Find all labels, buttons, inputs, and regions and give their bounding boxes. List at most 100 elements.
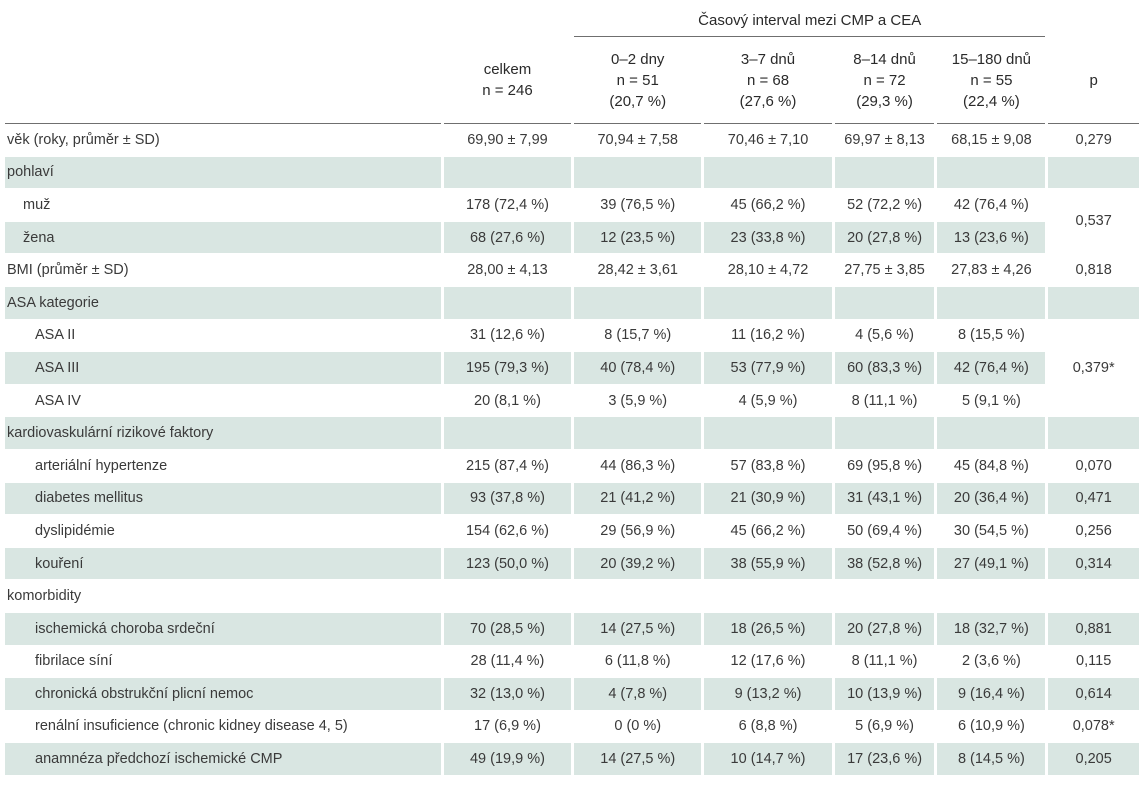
col-header-15-180: 15–180 dnů n = 55 (22,4 %) (937, 37, 1046, 124)
cell-value: 6 (10,9 %) (937, 711, 1046, 744)
table-row: kardiovaskulární rizikové faktory (5, 417, 1139, 450)
cell-value: 5 (6,9 %) (834, 711, 935, 744)
col-header-line: 0–2 dny (611, 50, 665, 68)
table-row: věk (roky, průměr ± SD) 69,90 ± 7,99 70,… (5, 124, 1139, 157)
cell-value: 154 (62,6 %) (443, 515, 572, 548)
row-label: diabetes mellitus (5, 482, 441, 516)
col-header-line: n = 55 (970, 71, 1013, 89)
cell-value: 28,00 ± 4,13 (443, 254, 572, 287)
cell-value (704, 417, 832, 450)
cell-value: 53 (77,9 %) (704, 352, 832, 385)
table-row: ASA IV 20 (8,1 %) 3 (5,9 %) 4 (5,9 %) 8 … (5, 385, 1139, 418)
cell-value: 69,97 ± 8,13 (834, 124, 935, 157)
cell-value: 28 (11,4 %) (443, 646, 572, 679)
cell-value: 10 (13,9 %) (834, 678, 935, 711)
cell-value: 27,75 ± 3,85 (834, 254, 935, 287)
cell-value: 2 (3,6 %) (937, 646, 1046, 679)
row-label: ASA II (5, 320, 441, 353)
cell-value: 14 (27,5 %) (574, 612, 702, 646)
cell-value: 27,83 ± 4,26 (937, 254, 1046, 287)
cell-value: 9 (13,2 %) (704, 678, 832, 711)
cell-value (443, 156, 572, 190)
cell-value: 23 (33,8 %) (704, 221, 832, 255)
p-value: 0,115 (1048, 646, 1139, 679)
cell-value: 20 (27,8 %) (834, 221, 935, 255)
cell-value (834, 286, 935, 320)
cell-value: 29 (56,9 %) (574, 515, 702, 548)
col-header-8-14: 8–14 dnů n = 72 (29,3 %) (834, 37, 935, 124)
cell-value (704, 580, 832, 613)
patient-characteristics-table: Časový interval mezi CMP a CEA celkem n … (2, 4, 1142, 776)
cell-value: 4 (5,9 %) (704, 385, 832, 418)
cell-value: 18 (32,7 %) (937, 612, 1046, 646)
cell-value (937, 156, 1046, 190)
row-label: dyslipidémie (5, 515, 441, 548)
p-value: 0,614 (1048, 678, 1139, 711)
p-value: 0,881 (1048, 612, 1139, 646)
cell-value: 4 (5,6 %) (834, 320, 935, 353)
cell-value: 14 (27,5 %) (574, 743, 702, 776)
cell-value: 69 (95,8 %) (834, 450, 935, 483)
col-header-line: 15–180 dnů (951, 50, 1032, 68)
table-row: ASA II 31 (12,6 %) 8 (15,7 %) 11 (16,2 %… (5, 319, 1139, 418)
table-row: fibrilace síní 28 (11,4 %) 6 (11,8 %) 12… (5, 646, 1139, 679)
cell-value: 32 (13,0 %) (443, 678, 572, 711)
col-header-line: n = 68 (746, 71, 790, 89)
cell-value: 49 (19,9 %) (443, 743, 572, 776)
cell-value (574, 156, 702, 190)
cell-value: 42 (76,4 %) (937, 352, 1046, 385)
cell-value: 18 (26,5 %) (704, 612, 832, 646)
cell-value: 20 (8,1 %) (443, 385, 572, 418)
p-value: 0,279 (1048, 124, 1139, 157)
cell-value: 68 (27,6 %) (443, 221, 572, 255)
cell-value: 70 (28,5 %) (443, 612, 572, 646)
col-header-line: (29,3 %) (856, 92, 913, 110)
cell-value: 8 (14,5 %) (937, 743, 1046, 776)
table-row: kouření 123 (50,0 %) 20 (39,2 %) 38 (55,… (5, 547, 1139, 581)
cell-value: 21 (30,9 %) (704, 482, 832, 516)
cell-value: 10 (14,7 %) (704, 743, 832, 776)
header-label-column (5, 37, 441, 124)
header-empty (444, 4, 571, 37)
cell-value: 28,42 ± 3,61 (574, 254, 702, 287)
col-header-line: 3–7 dnů (740, 50, 796, 68)
row-label: ischemická choroba srdeční (5, 612, 441, 646)
row-label: renální insuficience (chronic kidney dis… (5, 711, 441, 744)
cell-value: 123 (50,0 %) (443, 547, 572, 581)
cell-value (937, 580, 1046, 613)
p-value-asa: 0,379* (1048, 319, 1139, 418)
cell-value (704, 286, 832, 320)
p-value: 0,070 (1048, 450, 1139, 483)
col-header-line: n = 72 (863, 71, 906, 89)
row-label: ASA IV (5, 385, 441, 418)
cell-value (443, 286, 572, 320)
cell-value: 21 (41,2 %) (574, 482, 702, 516)
cell-value: 27 (49,1 %) (937, 547, 1046, 581)
cell-value: 60 (83,3 %) (834, 352, 935, 385)
cell-value: 12 (23,5 %) (574, 221, 702, 255)
p-value: 0,078* (1048, 711, 1139, 744)
cell-value: 6 (11,8 %) (574, 646, 702, 679)
row-label: anamnéza předchozí ischemické CMP (5, 743, 441, 776)
row-label: muž (5, 189, 441, 222)
table-row: anamnéza předchozí ischemické CMP 49 (19… (5, 743, 1139, 776)
table-row: BMI (průměr ± SD) 28,00 ± 4,13 28,42 ± 3… (5, 254, 1139, 287)
cell-value: 40 (78,4 %) (574, 352, 702, 385)
cell-value: 12 (17,6 %) (704, 646, 832, 679)
header-empty (1048, 4, 1139, 37)
table-row: žena 68 (27,6 %) 12 (23,5 %) 23 (33,8 %)… (5, 221, 1139, 255)
cell-value: 215 (87,4 %) (443, 450, 572, 483)
cell-value: 68,15 ± 9,08 (937, 124, 1046, 157)
col-header-line: 8–14 dnů (853, 50, 916, 68)
table-row: muž 178 (72,4 %) 39 (76,5 %) 45 (66,2 %)… (5, 189, 1139, 255)
cell-value (834, 156, 935, 190)
cell-value: 4 (7,8 %) (574, 678, 702, 711)
table-row: dyslipidémie 154 (62,6 %) 29 (56,9 %) 45… (5, 515, 1139, 548)
cell-value: 30 (54,5 %) (937, 515, 1046, 548)
cell-value: 38 (55,9 %) (704, 547, 832, 581)
cell-value: 52 (72,2 %) (834, 189, 935, 222)
table-row: ASA kategorie (5, 286, 1139, 320)
cell-value: 38 (52,8 %) (834, 547, 935, 581)
cell-value: 45 (66,2 %) (704, 189, 832, 222)
